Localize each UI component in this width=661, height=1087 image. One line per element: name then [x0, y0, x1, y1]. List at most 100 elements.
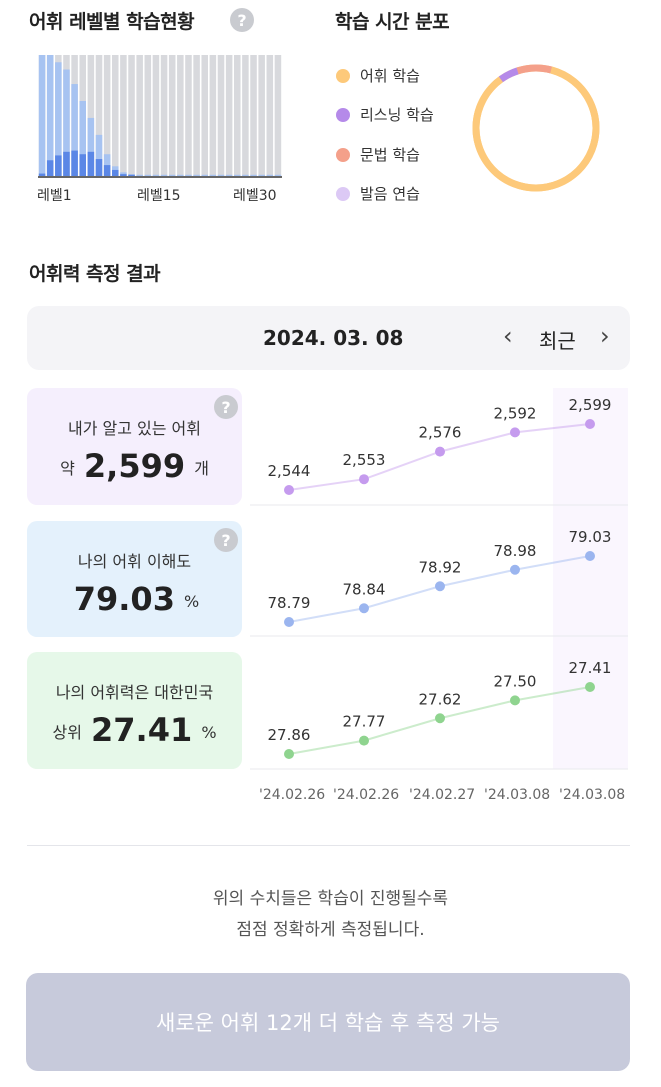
level-bar-bg [185, 55, 192, 176]
legend-pronunciation: 발음 연습 [336, 183, 420, 204]
level-axis-label-15: 레벨15 [137, 188, 181, 204]
x-label-1: '24.02.26 [259, 787, 326, 803]
series-3-point [284, 749, 294, 759]
level-bar-total [274, 174, 282, 176]
level-bar-bg [168, 55, 176, 176]
series-1-point [585, 419, 595, 429]
next-date-button[interactable]: › [600, 322, 610, 350]
level-bar-total [152, 174, 160, 176]
series-2-data-label: 78.84 [343, 580, 386, 598]
vocab-count-card: 내가 알고 있는 어휘 약 2,599 개 [27, 388, 242, 505]
level-bar-total [160, 174, 168, 176]
legend-dot-vocab [336, 68, 350, 83]
level-bar-bg [87, 55, 95, 176]
level-bar-bg [152, 55, 160, 176]
level-bar-bg [242, 55, 249, 176]
rank-label: 나의 어휘력은 대한민국 [55, 683, 214, 702]
level-bar-total [193, 174, 200, 176]
level-bar-total [217, 174, 225, 176]
series-2-point [359, 603, 369, 614]
level-bar-bg [234, 55, 241, 176]
series-1-data-label: 2,553 [343, 451, 386, 469]
legend-vocab: 어휘 학습 [336, 65, 420, 86]
level-bar-total [177, 174, 184, 176]
level-bar-learned [63, 151, 70, 176]
level-bar-total [136, 174, 143, 176]
level-bar-learned [38, 173, 46, 176]
series-1-data-label: 2,592 [494, 404, 537, 422]
level-bar-bg [103, 55, 111, 176]
measure-button[interactable]: 새로운 어휘 12개 더 학습 후 측정 가능 [26, 973, 630, 1071]
rank-value: 27.41 [91, 711, 193, 749]
series-2-data-label: 78.92 [419, 558, 462, 576]
measure-date: 2024. 03. 08 [263, 326, 404, 350]
level-bar-bg [193, 55, 200, 176]
legend-listening: 리스닝 학습 [336, 104, 434, 125]
rank-unit: % [201, 723, 217, 742]
level-bar-bg [177, 55, 184, 176]
x-label-2: '24.02.26 [333, 787, 400, 803]
legend-label-listening: 리스닝 학습 [360, 106, 434, 124]
series-3-point [510, 695, 520, 706]
level-help-icon[interactable]: ? [230, 8, 254, 32]
series-3-data-label: 27.50 [494, 672, 537, 690]
series-1-data-label: 2,599 [569, 396, 612, 414]
legend-label-pronunciation: 발음 연습 [360, 185, 420, 203]
level-bar-total [79, 100, 86, 176]
vocab-count-value: 2,599 [83, 447, 186, 485]
level-bar-bg [120, 55, 127, 176]
level-bar-bg [136, 55, 143, 176]
understanding-help-icon[interactable]: ? [214, 528, 238, 552]
level-bar-bg [250, 55, 257, 176]
level-bar-learned [128, 174, 135, 176]
series-1-point [435, 446, 445, 457]
measure-section-title: 어휘력 측정 결과 [29, 263, 161, 285]
level-bar-learned [87, 151, 95, 176]
level-bar-bg [112, 55, 119, 176]
level-bar-total [266, 174, 274, 176]
date-selector: 2024. 03. 08 ‹ 최근 › [27, 306, 630, 370]
series-1-point [510, 427, 520, 438]
series-2-point [284, 617, 294, 627]
level-bar-bg [274, 55, 282, 176]
series-3-point [585, 682, 595, 692]
level-bar-total [38, 55, 46, 176]
legend-dot-grammar [336, 147, 350, 162]
donut-slice-grammar [516, 64, 552, 75]
level-bar-total [201, 174, 208, 176]
level-bar-total [144, 174, 152, 176]
section-divider [27, 845, 630, 846]
note-line-2: 점점 정확하게 측정됩니다. [236, 920, 425, 940]
level-bar-total [225, 174, 233, 176]
level-bar-learned [95, 159, 103, 176]
vocab-count-prefix: 약 [60, 459, 75, 478]
level-bar-total [258, 174, 265, 176]
legend-dot-listening [336, 107, 350, 122]
series-3-point [359, 735, 369, 746]
level-bar-total [46, 55, 54, 176]
level-bar-total [95, 134, 103, 176]
series-3-data-label: 27.77 [343, 713, 386, 731]
level-bar-chart [38, 55, 282, 176]
rank-value-line: 상위 27.41 % [27, 711, 242, 749]
level-bar-bg [144, 55, 152, 176]
level-bar-learned [46, 160, 54, 176]
prev-date-button[interactable]: ‹ [503, 322, 513, 350]
level-bar-total [234, 174, 241, 176]
level-bar-bg [225, 55, 233, 176]
series-2-point [585, 551, 595, 561]
level-axis-label-1: 레벨1 [37, 188, 72, 204]
series-2-point [435, 581, 445, 592]
level-bar-learned [120, 174, 127, 176]
x-label-5: '24.03.08 [559, 787, 626, 803]
level-bar-bg [217, 55, 225, 176]
legend-label-grammar: 문법 학습 [360, 146, 420, 164]
donut-slice-vocab [472, 66, 600, 192]
level-bar-total [55, 62, 62, 176]
vocab-help-icon[interactable]: ? [214, 395, 238, 419]
legend-label-vocab: 어휘 학습 [360, 67, 420, 85]
level-bar-bg [258, 55, 265, 176]
note-line-1: 위의 수치들은 학습이 진행될수록 [212, 889, 449, 909]
level-bar-bg [209, 55, 217, 176]
vocab-count-value-line: 약 2,599 개 [27, 447, 242, 485]
